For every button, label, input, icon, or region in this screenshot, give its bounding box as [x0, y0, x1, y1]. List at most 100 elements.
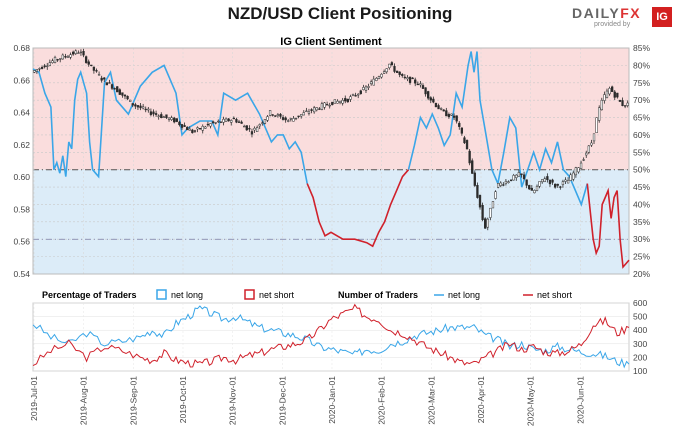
candle-body: [546, 176, 549, 180]
right-tick-label: 30%: [633, 234, 650, 244]
candle-body: [579, 162, 583, 169]
candle-body: [123, 94, 127, 97]
candle-body: [113, 88, 116, 90]
candle-body: [126, 95, 129, 100]
candle-body: [416, 83, 419, 86]
sub-plot-frame: [32, 302, 630, 372]
sub-tick-label: 100: [633, 366, 647, 376]
right-tick-label: 40%: [633, 199, 650, 209]
candle-body: [370, 81, 373, 85]
candle-body: [72, 51, 75, 55]
candle-body: [582, 159, 585, 161]
candle-body: [623, 105, 627, 107]
candle-body: [320, 103, 324, 110]
left-tick-label: 0.64: [13, 108, 30, 118]
candle-body: [421, 85, 425, 89]
right-tick-label: 50%: [633, 165, 650, 175]
candle-body: [481, 205, 484, 220]
candle-body: [463, 137, 466, 144]
candle-body: [48, 62, 51, 66]
legend-percentage-label: Percentage of Traders: [42, 290, 137, 300]
candle-body: [206, 123, 210, 126]
candle-body: [313, 107, 316, 113]
candle-body: [333, 99, 337, 104]
candle-body: [543, 178, 546, 182]
x-tick-label: 2020-Jan-01: [327, 376, 337, 424]
candle-body: [147, 108, 150, 111]
candle-body: [292, 118, 295, 122]
sub-tick-label: 200: [633, 352, 647, 362]
candle-body: [484, 218, 487, 229]
candle-body: [533, 190, 536, 194]
candle-body: [134, 104, 137, 107]
candle-body: [434, 102, 438, 108]
candle-body: [419, 83, 422, 86]
page-title: NZD/USD Client Positioning: [227, 4, 453, 23]
candle-body: [180, 124, 184, 128]
candle-body: [491, 201, 495, 209]
left-tick-label: 0.66: [13, 75, 30, 85]
candle-body: [354, 95, 357, 97]
right-tick-label: 60%: [633, 130, 650, 140]
candle-body: [40, 66, 44, 69]
candle-body: [162, 116, 166, 118]
candle-body: [478, 194, 482, 208]
x-tick-label: 2019-Dec-01: [277, 376, 287, 425]
candle-body: [274, 115, 277, 117]
x-tick-label: 2020-Feb-01: [377, 376, 387, 425]
candle-body: [375, 78, 378, 81]
legend: Percentage of Traders net long net short…: [42, 289, 573, 300]
sub-tick-label: 600: [633, 298, 647, 308]
candle-body: [538, 181, 541, 187]
candle-body: [253, 127, 256, 131]
candle-body: [328, 104, 331, 107]
right-tick-label: 80%: [633, 60, 650, 70]
candle-body: [300, 114, 303, 117]
candle-body: [173, 117, 176, 123]
candle-body: [315, 107, 318, 111]
left-axis-ticks: 0.68 0.66 0.64 0.62 0.60 0.58 0.56 0.54: [13, 43, 30, 279]
candle-body: [224, 118, 228, 122]
candle-body: [196, 127, 199, 130]
candle-body: [359, 90, 362, 94]
candle-body: [307, 111, 311, 114]
candle-body: [432, 98, 435, 103]
candle-body: [450, 113, 453, 116]
candle-body: [302, 112, 305, 116]
candle-body: [243, 125, 246, 128]
candle-body: [175, 118, 178, 122]
candle-body: [261, 122, 264, 124]
right-tick-label: 20%: [633, 269, 650, 279]
candle-body: [603, 94, 606, 101]
candle-body: [97, 74, 101, 76]
candle-body: [439, 108, 443, 110]
legend-pct-long-label: net long: [171, 290, 203, 300]
legend-pct-short-label: net short: [259, 290, 295, 300]
candle-body: [108, 82, 111, 84]
candle-body: [499, 182, 502, 186]
candle-body: [473, 172, 476, 186]
candle-body: [507, 181, 510, 183]
candle-body: [626, 102, 629, 106]
candle-body: [43, 65, 46, 68]
candle-body: [331, 101, 334, 106]
candle-body: [170, 117, 173, 120]
candle-body: [232, 117, 235, 120]
num-net-short-line: [32, 303, 630, 368]
right-axis-ticks: 85% 80% 75% 70% 65% 60% 55% 50% 45% 40% 35% 30% 25% 2…: [633, 43, 650, 279]
dailyfx-logo: DAILYFX provided by IG: [572, 5, 672, 31]
candle-body: [509, 179, 513, 181]
legend-num-short-label: net short: [537, 290, 573, 300]
candle-body: [105, 82, 109, 86]
candle-body: [217, 120, 220, 123]
candle-body: [160, 114, 163, 119]
candle-body: [248, 128, 251, 130]
left-tick-label: 0.56: [13, 237, 30, 247]
candle-body: [297, 115, 300, 117]
candle-body: [46, 65, 49, 68]
net-long-pct-line: [32, 64, 308, 184]
candle-body: [74, 50, 77, 54]
candle-body: [323, 102, 326, 108]
candle-body: [427, 91, 430, 99]
candle-body: [494, 191, 497, 199]
